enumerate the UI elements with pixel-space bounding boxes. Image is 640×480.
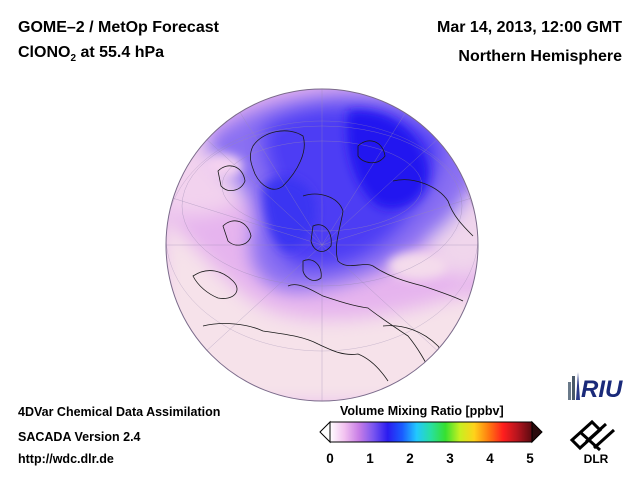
map-title: GOME–2 / MetOp Forecast [18,19,219,36]
colorbar-tick: 1 [366,451,374,466]
species-subscript: 2 [70,53,77,65]
concentration-field [166,89,478,401]
dlr-logo: DLR [569,419,616,466]
credit-line-1: 4DVar Chemical Data Assimilation [18,405,221,419]
pressure-level: at 55.4 hPa [76,44,165,61]
riu-logo-text: RIU [581,376,623,403]
colorbar-tick: 5 [526,451,534,466]
colorbar-title: Volume Mixing Ratio [ppbv] [340,404,504,418]
colorbar-tick: 3 [446,451,454,466]
credit-url: http://wdc.dlr.de [18,452,114,466]
colorbar-ramp [329,421,533,443]
colorbar-min-arrow [319,420,331,444]
riu-logo: RIU [568,372,623,403]
region-label: Northern Hemisphere [458,48,622,65]
forecast-date: Mar 14, 2013, 12:00 GMT [437,19,622,36]
colorbar-tick: 4 [486,451,494,466]
species-level-label: ClONO2 at 55.4 hPa [18,44,164,64]
colorbar-max-arrow [531,420,543,444]
species-name: ClONO [18,44,71,61]
colorbar [319,420,543,444]
colorbar-tick: 0 [326,451,334,466]
dlr-logo-text: DLR [584,452,609,466]
colorbar-tick: 2 [406,451,414,466]
globe-map [165,88,479,402]
credit-line-2: SACADA Version 2.4 [18,430,141,444]
